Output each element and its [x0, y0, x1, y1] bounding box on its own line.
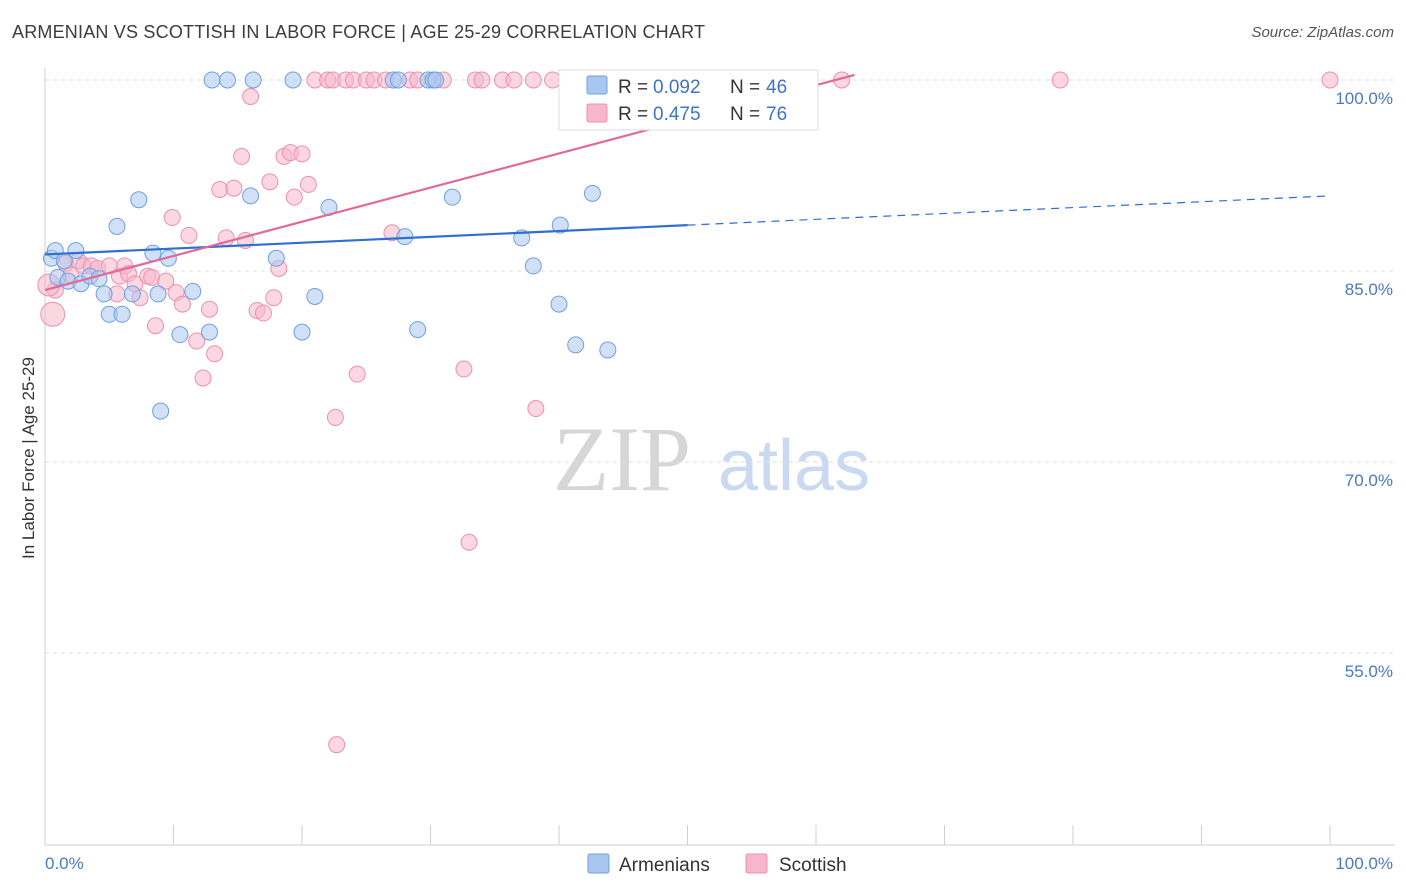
armenian-point — [184, 282, 202, 300]
armenian-point — [427, 71, 445, 89]
scottish-point — [285, 188, 303, 206]
legend-r-label-1: R = — [618, 77, 648, 98]
scottish-point — [1321, 71, 1339, 89]
armenian-point — [409, 321, 427, 339]
armenian-point — [396, 228, 414, 246]
legend-r-value-1: 0.092 — [653, 77, 701, 98]
armenian-point — [443, 188, 461, 206]
watermark-zip: ZIP — [553, 408, 691, 510]
x-tick-label-0: 0.0% — [45, 854, 84, 873]
scottish-point — [293, 145, 311, 163]
scottish-point — [206, 345, 224, 363]
scottish-point — [188, 332, 206, 350]
armenian-point — [144, 244, 162, 262]
legend-n-value-2: 76 — [766, 104, 787, 125]
y-axis-label: In Labor Force | Age 25-29 — [19, 357, 38, 559]
armenian-point — [551, 216, 569, 234]
armenian-point — [152, 402, 170, 420]
scottish-point — [157, 272, 175, 290]
scottish-point — [173, 295, 191, 313]
scottish-point — [233, 147, 251, 165]
legend-n-label-2: N = — [730, 104, 760, 125]
armenian-point — [95, 285, 113, 303]
scottish-point — [326, 408, 344, 426]
armenian-point — [244, 71, 262, 89]
scottish-point — [299, 175, 317, 193]
legend-box: R = 0.092 N = 46 R = 0.475 N = 76 — [558, 69, 819, 131]
scottish-point — [143, 268, 161, 286]
armenian-point — [599, 341, 617, 359]
armenian-point — [90, 270, 108, 288]
armenian-point — [389, 71, 407, 89]
scottish-point — [460, 533, 478, 551]
armenian-point — [171, 326, 189, 344]
bottom-legend-armenians: Armenians — [619, 855, 710, 876]
armenian-point — [113, 305, 131, 323]
legend-swatch-scottish — [586, 103, 608, 123]
armenian-points — [42, 71, 617, 420]
armenian-trend-line — [44, 224, 688, 256]
watermark-atlas: atlas — [718, 426, 870, 506]
armenian-trend-extension — [687, 195, 1331, 226]
legend-r-value-2: 0.475 — [653, 104, 701, 125]
scottish-point — [265, 289, 283, 307]
source-label: Source: ZipAtlas.com — [1251, 24, 1394, 41]
armenian-point — [123, 285, 141, 303]
armenian-point — [200, 323, 218, 341]
scottish-point — [40, 301, 66, 327]
y-tick-label-100: 100.0% — [1335, 89, 1393, 108]
armenian-point — [550, 295, 568, 313]
armenian-point — [130, 191, 148, 209]
armenian-point — [583, 184, 601, 202]
scottish-point — [1051, 71, 1069, 89]
scottish-point — [527, 400, 545, 418]
scottish-point — [544, 71, 562, 89]
armenian-point — [267, 249, 285, 267]
scottish-point — [524, 71, 542, 89]
armenian-point — [218, 71, 236, 89]
scottish-point — [194, 369, 212, 387]
x-tick-label-100: 100.0% — [1335, 854, 1393, 873]
armenian-point — [67, 242, 85, 260]
bottom-legend: Armenians Scottish — [587, 853, 847, 876]
scottish-point — [200, 300, 218, 318]
legend-n-value-1: 46 — [766, 77, 787, 98]
armenian-point — [567, 336, 585, 354]
bottom-legend-swatch-scottish — [745, 853, 768, 874]
scottish-point — [473, 71, 491, 89]
legend-n-label-1: N = — [730, 77, 760, 98]
armenian-point — [242, 187, 260, 205]
scottish-point — [328, 736, 346, 754]
armenian-point — [149, 285, 167, 303]
armenian-point — [524, 257, 542, 275]
chart-title: ARMENIAN VS SCOTTISH IN LABOR FORCE | AG… — [12, 22, 706, 42]
armenian-point — [293, 323, 311, 341]
axes: 55.0% 70.0% 85.0% 100.0% 0.0% 100.0% — [44, 68, 1395, 873]
scottish-point — [261, 173, 279, 191]
scottish-point — [180, 226, 198, 244]
scottish-point — [211, 181, 229, 199]
legend-swatch-armenians — [586, 75, 608, 95]
armenian-point — [108, 217, 126, 235]
scottish-point — [254, 304, 272, 322]
armenian-point — [284, 71, 302, 89]
y-tick-label-70: 70.0% — [1345, 471, 1393, 490]
armenian-point — [203, 71, 221, 89]
scottish-point — [225, 179, 243, 197]
bottom-legend-swatch-armenians — [587, 853, 610, 874]
scottish-point — [163, 209, 181, 227]
bottom-legend-scottish: Scottish — [779, 855, 847, 876]
scottish-point — [242, 88, 260, 106]
gridlines — [45, 79, 1395, 654]
armenian-point — [306, 287, 324, 305]
scottish-point — [505, 71, 523, 89]
y-tick-label-55: 55.0% — [1345, 662, 1393, 681]
scottish-point — [455, 360, 473, 378]
scottish-point — [348, 365, 366, 383]
scottish-point — [147, 317, 165, 335]
legend-r-label-2: R = — [618, 104, 648, 125]
y-tick-label-85: 85.0% — [1345, 280, 1393, 299]
